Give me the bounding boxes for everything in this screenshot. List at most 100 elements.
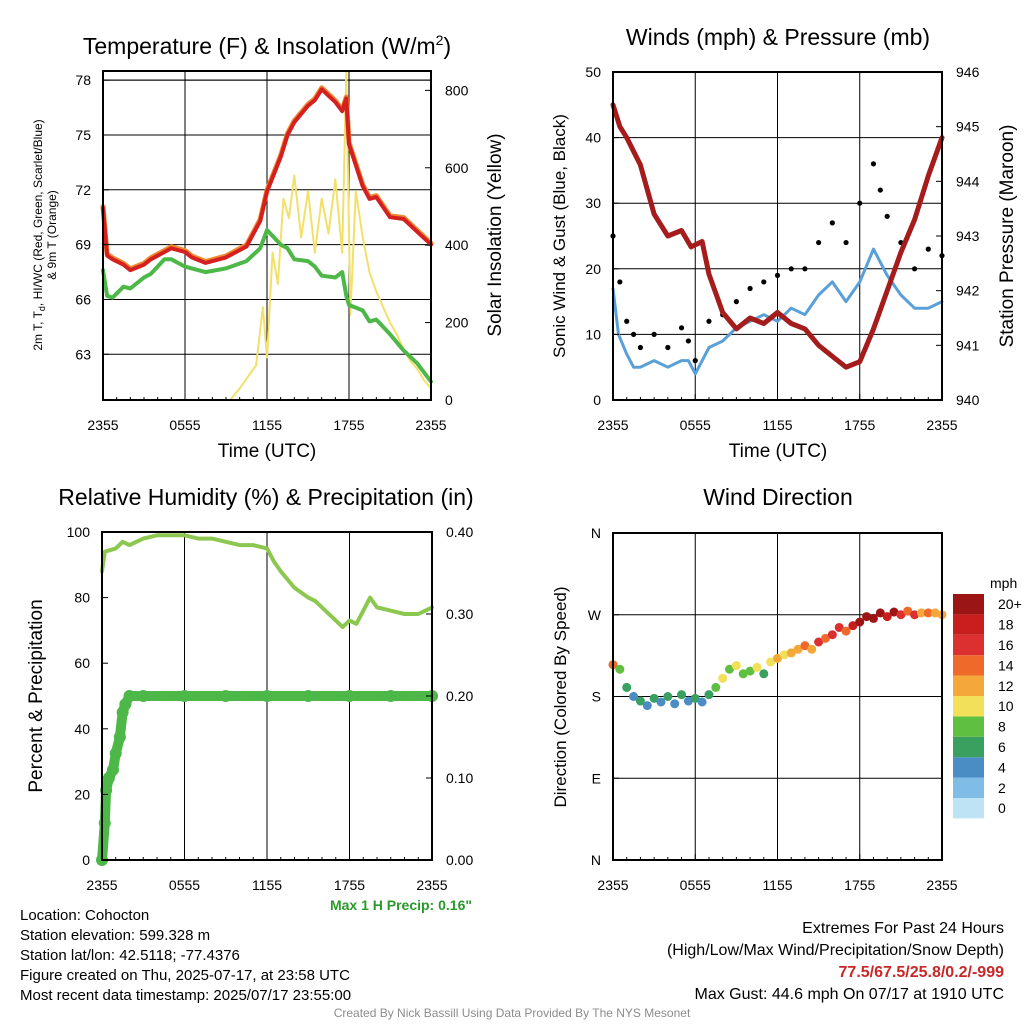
humidity-series — [96, 533, 438, 866]
winds-ticks: 2355 0555 1155 1755 2355 0 10 20 30 40 50 940 941 942… — [585, 64, 979, 433]
y2-tick-label: 200 — [445, 315, 469, 331]
extremes-title: Extremes For Past 24 Hours — [802, 920, 1004, 937]
legend-color-box — [953, 757, 984, 778]
y-tick-label: 40 — [74, 721, 90, 737]
winds-xlabel: Time (UTC) — [729, 441, 828, 462]
temperature-ylabel-left: 2m T, Td, HI/WC (Red, Green, Scarlet/Blu… — [31, 119, 47, 350]
direction-point — [656, 697, 666, 707]
legend-label: 6 — [998, 739, 1006, 755]
temperature-ylabel-right: Solar Insolation (Yellow) — [485, 133, 506, 336]
direction-point — [670, 699, 680, 709]
y-tick-label: 0 — [82, 852, 90, 868]
gust-point — [870, 161, 877, 167]
legend-label: 0 — [998, 800, 1006, 816]
y-tick-label: 78 — [75, 72, 91, 88]
relative-humidity-line — [100, 533, 434, 630]
legend-label: 4 — [998, 759, 1006, 775]
legend-label: 8 — [998, 719, 1006, 735]
direction-point — [759, 669, 769, 679]
direction-point — [635, 696, 645, 706]
precipitation-point — [178, 690, 191, 702]
x-tick-label: 2355 — [597, 877, 628, 893]
temperature-series — [100, 70, 434, 401]
x-tick-label: 2355 — [597, 417, 628, 433]
y-tick-label: 20 — [74, 786, 90, 802]
y2-tick-label: 0.40 — [446, 524, 473, 540]
extremes-max-gust: Max Gust: 44.6 mph On 07/17 at 1910 UTC — [694, 986, 1005, 1003]
direction-point — [745, 666, 755, 676]
legend-color-box — [953, 594, 984, 615]
station-latlon: Station lat/lon: 42.5118; -77.4376 — [20, 947, 240, 964]
direction-point — [642, 701, 652, 711]
legend-label: 12 — [998, 678, 1014, 694]
direction-grid — [613, 533, 942, 860]
gust-point — [774, 272, 781, 278]
direction-point — [649, 693, 659, 703]
x-tick-label: 2355 — [926, 417, 957, 433]
gust-point — [692, 358, 698, 364]
direction-point — [862, 612, 872, 622]
y-tick-label: 0 — [593, 392, 601, 408]
station-location: Location: Cohocton — [20, 907, 150, 924]
temperature-panel: Temperature (F) & Insolation (W/m2) 2355… — [31, 32, 506, 462]
winds-grid — [613, 72, 942, 400]
legend-label: 14 — [998, 657, 1014, 673]
direction-point — [827, 630, 837, 640]
legend-color-box — [953, 675, 984, 696]
y-tick-label: W — [588, 607, 602, 623]
gust-point — [706, 318, 712, 324]
direction-point — [704, 690, 714, 700]
y-tick-label: N — [591, 525, 601, 541]
y-tick-label: 72 — [75, 182, 91, 198]
direction-point — [786, 648, 796, 658]
y-tick-label: 75 — [75, 127, 91, 143]
legend-label: 16 — [998, 637, 1014, 653]
gust-point — [665, 344, 671, 351]
x-tick-label: 0555 — [680, 417, 711, 433]
y2-tick-label: 0.20 — [446, 688, 473, 704]
direction-point — [855, 617, 865, 627]
pressure-line — [610, 102, 945, 370]
speed-legend-title: mph — [990, 575, 1017, 591]
y-tick-label: 63 — [75, 346, 91, 362]
station-info: Location: Cohocton Station elevation: 59… — [20, 906, 351, 1006]
legend-color-box — [953, 696, 984, 717]
humidity-ylabel-left: Percent & Precipitation — [26, 599, 47, 792]
direction-point — [793, 644, 803, 654]
precipitation-point — [113, 731, 126, 743]
legend-label: 2 — [998, 780, 1006, 796]
direction-point — [896, 610, 906, 620]
gust-point — [925, 246, 931, 252]
y-tick-label: 30 — [585, 195, 601, 211]
direction-point — [841, 626, 851, 636]
winds-title: Winds (mph) & Pressure (mb) — [626, 24, 930, 50]
y-tick-label: N — [591, 852, 601, 868]
precipitation-point — [137, 690, 150, 702]
y-tick-label: 80 — [74, 590, 90, 606]
legend-color-box — [953, 634, 984, 656]
gust-point — [843, 239, 849, 246]
direction-point — [622, 682, 632, 692]
x-tick-label: 2355 — [415, 417, 446, 433]
direction-point — [690, 693, 700, 703]
direction-point — [731, 661, 741, 671]
temperature-title: Temperature (F) & Insolation (W/m2) — [83, 32, 451, 59]
x-tick-label: 1155 — [252, 877, 282, 893]
direction-point — [800, 641, 810, 651]
direction-point — [916, 608, 926, 618]
gust-point — [829, 220, 835, 226]
legend-color-box — [953, 716, 984, 737]
x-tick-label: 1155 — [762, 877, 792, 893]
gust-point — [678, 325, 685, 331]
extremes-subtitle: (High/Low/Max Wind/Precipitation/Snow De… — [666, 942, 1004, 959]
precipitation-point — [261, 690, 273, 702]
humidity-panel: Relative Humidity (%) & Precipitation (i… — [26, 484, 474, 913]
gust-point — [877, 187, 883, 193]
gust-point — [617, 279, 623, 285]
solar-insolation-line — [102, 70, 432, 401]
gust-point — [733, 299, 739, 305]
direction-point — [766, 657, 776, 667]
recent-timestamp: Most recent data timestamp: 2025/07/17 2… — [20, 987, 352, 1004]
gust-point — [802, 266, 808, 272]
